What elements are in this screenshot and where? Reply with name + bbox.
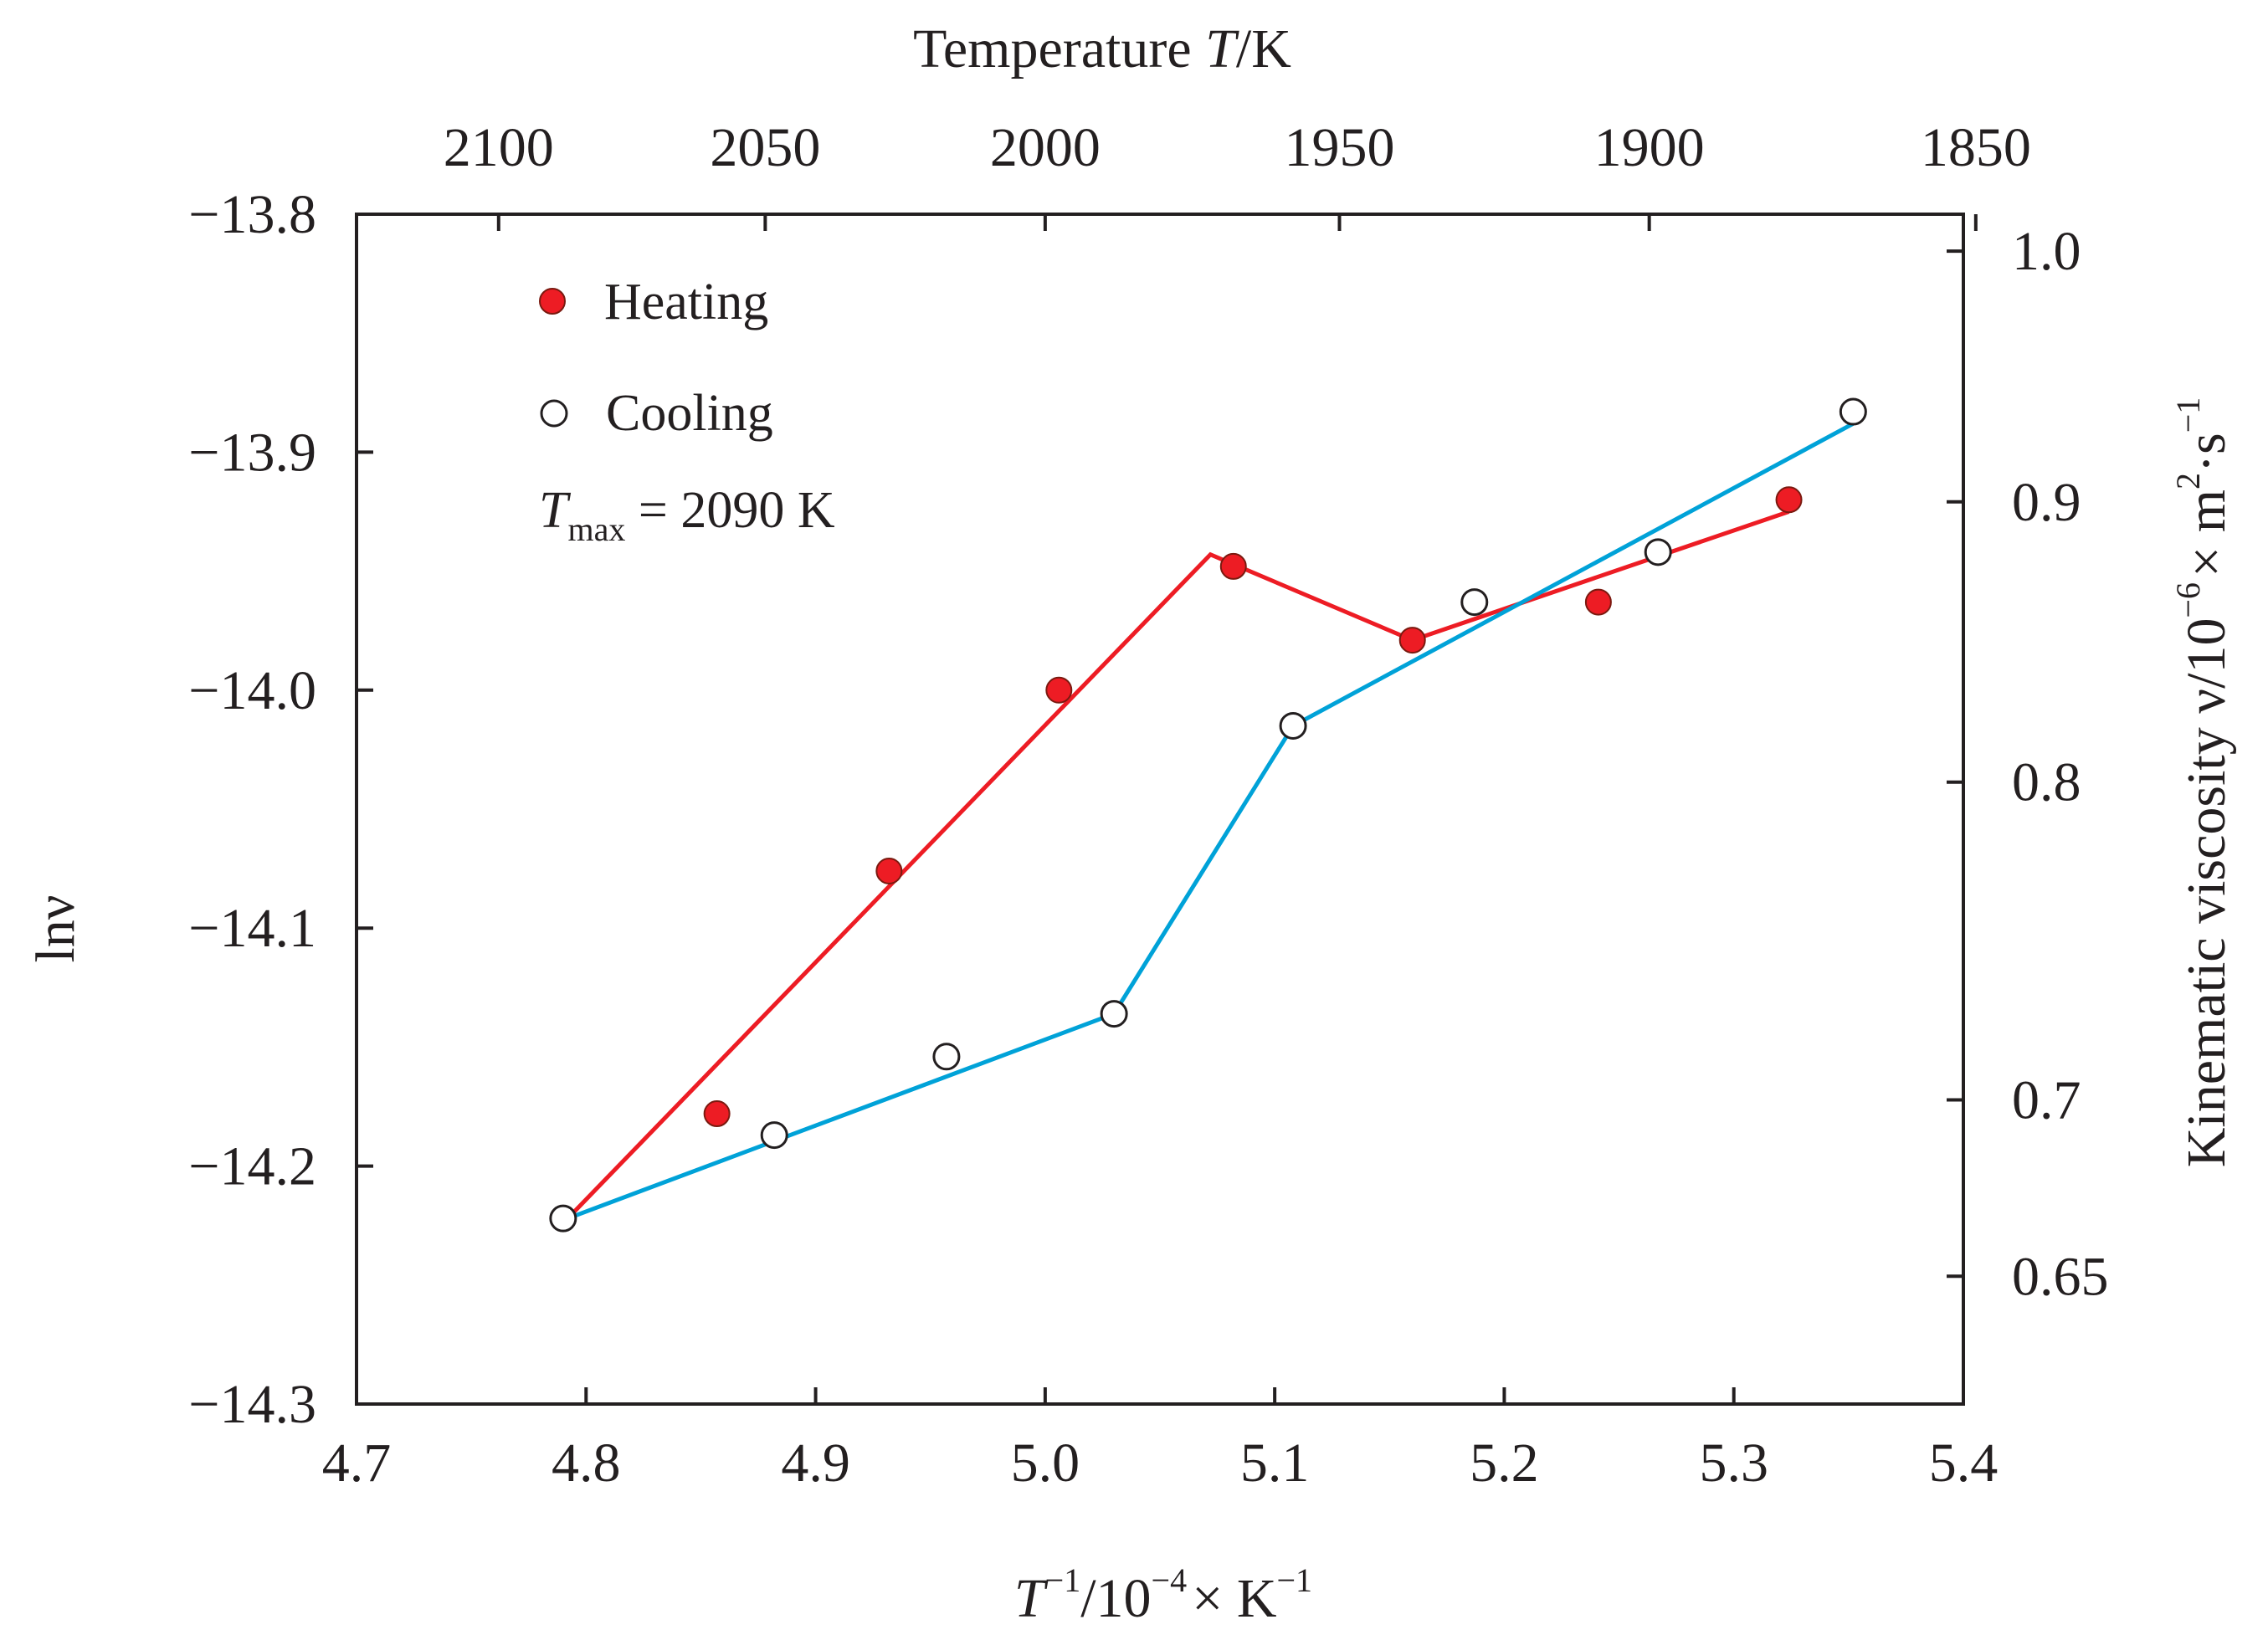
right-axis-title-main: Kinematic viscosity ν/10 <box>2176 618 2237 1168</box>
top-tick-label: 1950 <box>1285 117 1395 178</box>
legend-cooling-marker <box>540 399 568 428</box>
heating-point <box>1775 486 1803 514</box>
y-tick-label: −14.1 <box>188 898 316 959</box>
x-tick-label: 5.4 <box>1929 1432 1999 1494</box>
cooling-point <box>1100 1000 1128 1028</box>
cooling-point <box>1460 588 1489 617</box>
top-tick-label: 1900 <box>1594 117 1705 178</box>
cooling-line <box>567 422 1855 1221</box>
right-axis-title-tail: ·s <box>2176 433 2237 473</box>
right-tick-label: 0.65 <box>2012 1246 2109 1307</box>
cooling-point <box>932 1043 961 1071</box>
x-axis-title-symbol: T <box>1014 1568 1049 1629</box>
heating-point <box>1045 676 1073 704</box>
legend: Heating Cooling <box>539 274 773 442</box>
right-tick-label: 0.7 <box>2012 1069 2081 1130</box>
data-points <box>549 397 1867 1233</box>
legend-cooling-label: Cooling <box>606 385 773 442</box>
top-tick-label: 2100 <box>444 117 554 178</box>
x-tick-label: 5.1 <box>1240 1432 1310 1494</box>
heating-point <box>1584 588 1612 616</box>
top-axis-title-symbol: T <box>1205 18 1239 79</box>
tmax-annotation: Tmax = 2090 K <box>539 482 835 548</box>
x-tick-label: 5.3 <box>1699 1432 1768 1494</box>
y-tick-label: −13.9 <box>188 422 316 483</box>
legend-heating-label: Heating <box>604 274 768 331</box>
right-axis-title: Kinematic viscosity ν/10−6 × m2·s−1 <box>2169 397 2237 1168</box>
x-axis-title-sup1: −1 <box>1045 1561 1081 1599</box>
right-tick-label: 1.0 <box>2012 221 2081 282</box>
x-axis-title-sup3: −1 <box>1277 1561 1313 1599</box>
y-tick-label: −14.0 <box>188 660 316 721</box>
y-tick-label: −14.2 <box>188 1136 316 1197</box>
heating-point <box>875 857 903 884</box>
x-tick-label: 4.8 <box>552 1432 621 1494</box>
right-tick-label: 0.9 <box>2012 472 2081 533</box>
right-tick-label: 0.8 <box>2012 752 2081 813</box>
series-lines <box>566 422 1855 1221</box>
x-axis-title-unit: × K <box>1192 1568 1276 1629</box>
tmax-symbol: T <box>539 482 572 539</box>
cooling-point <box>760 1121 788 1150</box>
x-tick-label: 4.7 <box>322 1432 392 1494</box>
x-tick-label: 5.2 <box>1470 1432 1539 1494</box>
right-axis-title-sup3: −1 <box>2169 397 2207 433</box>
right-axis-title-sup1: −6 <box>2169 582 2207 618</box>
x-tick-label: 4.9 <box>781 1432 850 1494</box>
cooling-point <box>1839 397 1867 426</box>
y-tick-label: −13.8 <box>188 184 316 245</box>
heating-point <box>703 1100 731 1128</box>
cooling-point <box>1644 538 1672 566</box>
top-tick-label: 2050 <box>710 117 820 178</box>
cooling-point <box>549 1204 577 1233</box>
x-tick-label: 5.0 <box>1011 1432 1080 1494</box>
cooling-point <box>1279 711 1307 740</box>
heating-point <box>1398 627 1426 654</box>
x-axis-title-mid: /10 <box>1080 1568 1151 1629</box>
right-axis-title-mid: × m <box>2176 489 2237 577</box>
y-tick-label: −14.3 <box>188 1374 316 1435</box>
top-tick-label: 1850 <box>1921 117 2031 178</box>
plot-frame <box>355 213 1965 1406</box>
x-axis-title: T−1/10−4× K−1 <box>1014 1561 1312 1629</box>
top-tick-label: 2000 <box>990 117 1101 178</box>
ticks-layer: 4.7 4.8 4.9 5.0 5.1 5.2 5.3 5.4 −14.3 −14.2 −14.1 −… <box>188 117 2108 1494</box>
heating-line <box>566 510 1790 1220</box>
top-axis-title-prefix: Temperature <box>913 18 1205 79</box>
heating-point <box>1219 552 1247 580</box>
top-axis-title-suffix: /K <box>1236 18 1291 79</box>
tmax-value: = 2090 K <box>625 482 834 539</box>
tmax-subscript: max <box>567 510 625 548</box>
right-axis-title-sup2: 2 <box>2169 473 2207 489</box>
y-axis-title: lnν <box>25 894 86 962</box>
legend-heating-marker <box>539 288 566 315</box>
top-axis-title: Temperature T/K <box>913 18 1291 79</box>
x-axis-title-sup2: −4 <box>1152 1561 1188 1599</box>
